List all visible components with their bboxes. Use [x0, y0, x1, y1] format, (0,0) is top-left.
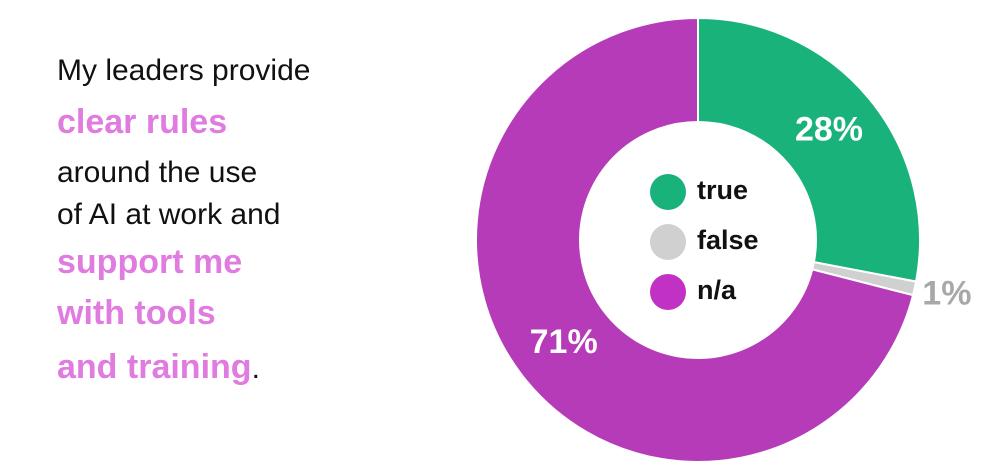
value-label: 71%	[530, 323, 598, 361]
title-line: My leaders provide	[57, 54, 310, 87]
value-label: 1%	[922, 275, 971, 313]
legend-swatch	[650, 274, 686, 310]
title-text: .	[252, 352, 260, 385]
legend: true false n/a	[650, 174, 759, 310]
legend-label: false	[697, 225, 759, 255]
title-line: clear rules	[57, 103, 227, 141]
title-text: around the use	[57, 156, 257, 189]
value-label: 28%	[795, 111, 863, 149]
title-line: with tools	[56, 294, 216, 332]
legend-label: n/a	[697, 275, 737, 305]
legend-label: true	[697, 175, 748, 205]
title-line: of AI at work and	[57, 198, 280, 231]
title: My leaders provide clear rules around the …	[56, 54, 310, 386]
title-line: around the use	[57, 156, 257, 189]
donut: 28% 1% 71%	[475, 16, 971, 463]
title-highlight: support me	[57, 243, 242, 281]
title-highlight: clear rules	[57, 103, 227, 141]
title-text: My leaders provide	[57, 54, 310, 87]
title-line: and training.	[57, 348, 260, 386]
legend-swatch	[650, 224, 686, 260]
title-text: of AI at work and	[57, 198, 280, 231]
slice	[697, 16, 921, 283]
slice	[475, 16, 915, 463]
title-highlight: and training	[57, 348, 252, 386]
legend-swatch	[650, 174, 686, 210]
title-line: support me	[57, 243, 242, 281]
title-highlight: with tools	[56, 294, 216, 332]
